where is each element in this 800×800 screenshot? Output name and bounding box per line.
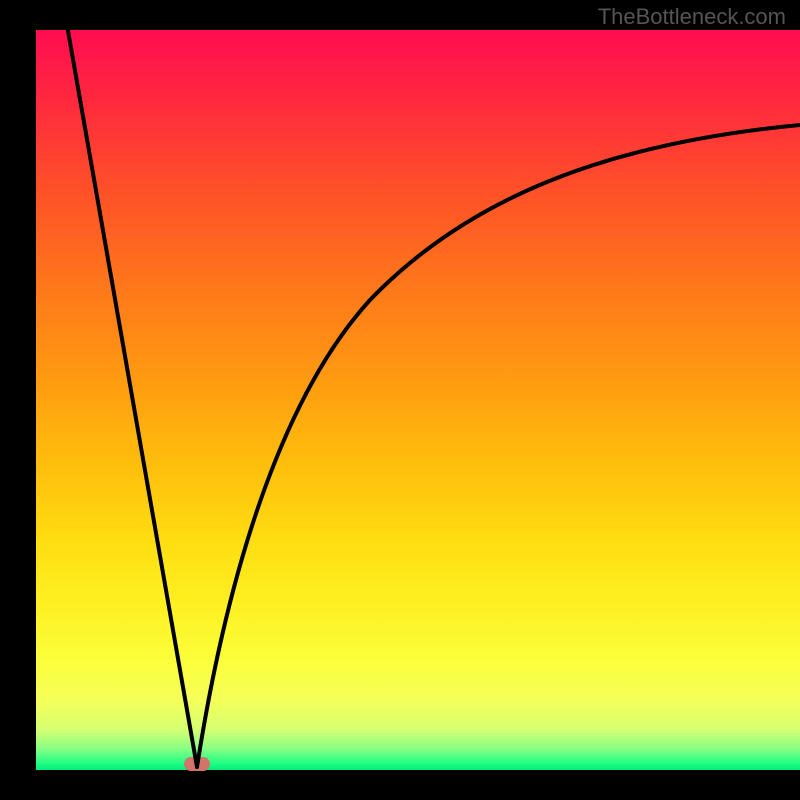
bottleneck-curve <box>0 0 800 800</box>
watermark-text: TheBottleneck.com <box>598 4 786 30</box>
